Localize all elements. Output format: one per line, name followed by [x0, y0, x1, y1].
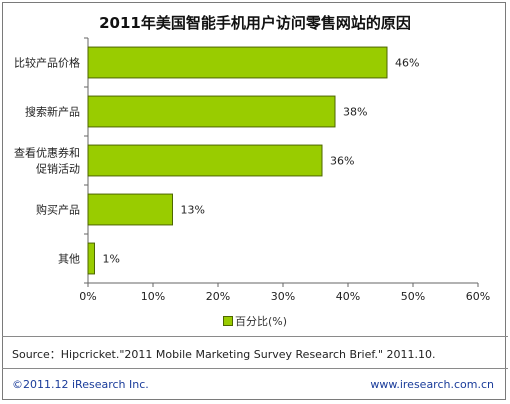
bar — [87, 242, 95, 275]
bar — [87, 193, 173, 226]
category-label: 查看优惠券和 — [14, 146, 80, 160]
legend-swatch — [222, 316, 233, 326]
source-note: Source：Hipcricket."2011 Mobile Marketing… — [12, 348, 436, 361]
website-link[interactable]: www.iresearch.com.cn — [370, 378, 494, 391]
data-label: 13% — [181, 204, 205, 217]
x-tick-label: 40% — [336, 290, 360, 303]
legend-label: 百分比(%) — [234, 315, 288, 328]
category-label: 促销活动 — [36, 162, 80, 176]
bar — [87, 46, 388, 79]
divider-bottom — [2, 368, 508, 369]
x-tick-label: 0% — [79, 290, 96, 303]
copyright-text: ©2011.12 iResearch Inc. — [12, 378, 149, 391]
bar — [87, 95, 336, 128]
chart-legend: 百分比(%) — [0, 313, 510, 329]
category-label: 其他 — [58, 253, 80, 266]
category-label: 比较产品价格 — [14, 56, 80, 70]
divider-top — [2, 336, 508, 337]
x-tick-label: 10% — [141, 290, 165, 303]
chart-title: 2011年美国智能手机用户访问零售网站的原因 — [99, 14, 411, 32]
data-label: 36% — [330, 155, 354, 168]
x-tick-label: 20% — [206, 290, 230, 303]
data-label: 1% — [103, 253, 120, 266]
data-label: 38% — [343, 106, 367, 119]
data-label: 46% — [395, 57, 419, 70]
x-tick-label: 30% — [271, 290, 295, 303]
x-tick-label: 60% — [466, 290, 490, 303]
bar — [87, 144, 323, 177]
x-tick-label: 50% — [401, 290, 425, 303]
category-label: 购买产品 — [36, 203, 80, 217]
category-label: 搜索新产品 — [25, 105, 80, 119]
